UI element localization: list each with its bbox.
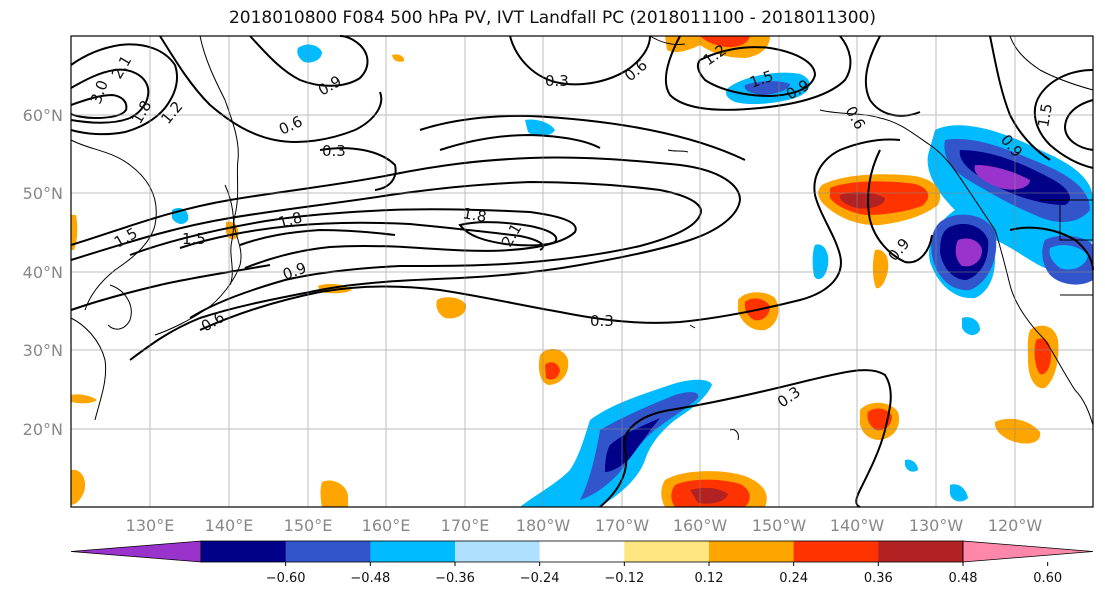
graticule xyxy=(71,36,1093,507)
colorbar-tick-label: 0.36 xyxy=(864,571,893,586)
colorbar-segment xyxy=(709,541,795,562)
latitude-labels: 60°N 50°N 40°N 30°N 20°N xyxy=(23,106,63,439)
lat-label: 30°N xyxy=(23,341,63,360)
lon-label: 140°E xyxy=(205,516,254,535)
contour-label: 1.8 xyxy=(461,204,488,226)
map-frame xyxy=(70,35,1094,508)
colorbar: −0.60 −0.48 −0.36 −0.24 −0.12 0.12 0.24 0.36 0.4… xyxy=(70,540,1094,586)
contour-label: 1.8 xyxy=(276,208,304,232)
pv-contours xyxy=(70,35,1094,508)
lon-label: 130°E xyxy=(126,516,175,535)
contour-label: 0.3 xyxy=(322,142,346,160)
colorbar-tick-label: −0.36 xyxy=(435,571,475,586)
lon-label: 150°E xyxy=(284,516,333,535)
lat-label: 60°N xyxy=(23,106,63,125)
colorbar-tick-label: 0.60 xyxy=(1033,571,1062,586)
colorbar-tick-label: 0.24 xyxy=(779,571,808,586)
lat-label: 20°N xyxy=(23,420,63,439)
colorbar-segment xyxy=(370,541,456,562)
map-title: 2018010800 F084 500 hPa PV, IVT Landfall… xyxy=(228,8,876,28)
colorbar-tick-label: −0.12 xyxy=(604,571,644,586)
lon-label: 170°W xyxy=(595,516,650,535)
contour-label: 0.3 xyxy=(545,72,569,90)
colorbar-segment xyxy=(455,541,541,562)
lon-label: 140°W xyxy=(830,516,885,535)
lon-label: 150°W xyxy=(752,516,807,535)
lat-label: 50°N xyxy=(23,184,63,203)
colorbar-frame xyxy=(200,540,964,563)
lon-label: 160°W xyxy=(673,516,728,535)
colorbar-extend-min xyxy=(70,540,202,563)
colorbar-segment xyxy=(285,541,371,562)
colorbar-segment xyxy=(878,541,964,562)
colorbar-tick-label: −0.24 xyxy=(520,571,560,586)
contour-label: 0.3 xyxy=(590,312,614,330)
anomaly-shading xyxy=(71,36,1093,507)
lon-label: 180°W xyxy=(516,516,571,535)
colorbar-extend-max xyxy=(962,540,1094,563)
colorbar-segment xyxy=(539,541,625,562)
colorbar-segment xyxy=(624,541,710,562)
contour-label: 1.5 xyxy=(1034,102,1056,129)
contour-label: 1.5 xyxy=(182,230,206,248)
colorbar-tick-label: 0.12 xyxy=(695,571,724,586)
colorbar-tick-label: −0.60 xyxy=(266,571,306,586)
lon-label: 170°E xyxy=(441,516,490,535)
lon-label: 130°W xyxy=(909,516,964,535)
colorbar-segment xyxy=(201,541,287,562)
colorbar-tick-label: 0.48 xyxy=(949,571,978,586)
longitude-labels: 130°E 140°E 150°E 160°E 170°E 180°W 170°… xyxy=(126,516,1043,535)
colorbar-segment xyxy=(793,541,879,562)
colorbar-tick-label: −0.48 xyxy=(350,571,390,586)
lon-label: 160°E xyxy=(362,516,411,535)
lon-label: 120°W xyxy=(988,516,1043,535)
lat-label: 40°N xyxy=(23,263,63,282)
